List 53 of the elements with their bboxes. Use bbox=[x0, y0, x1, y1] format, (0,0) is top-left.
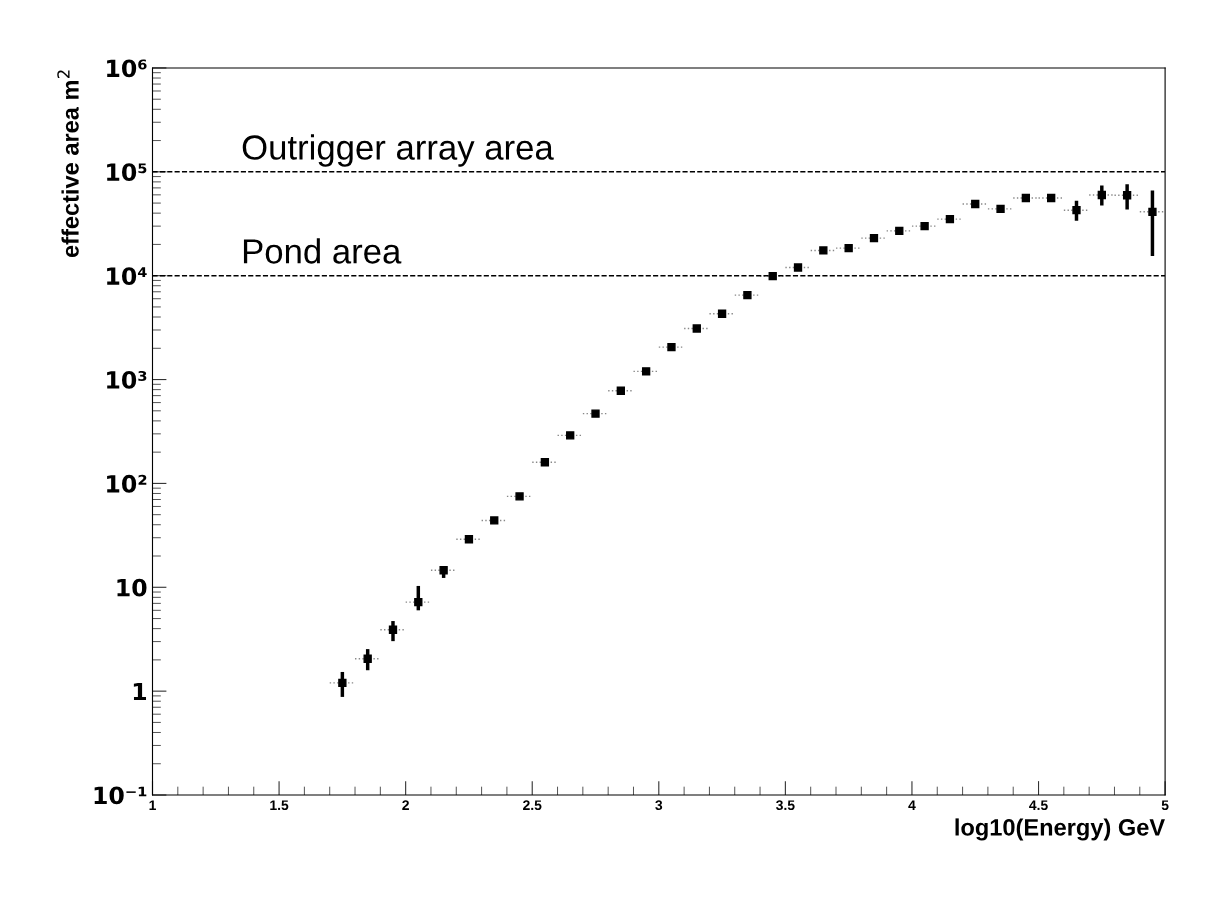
point bbox=[616, 386, 625, 395]
point bbox=[920, 221, 929, 231]
point bbox=[414, 597, 423, 607]
y-axis-title: effective area m$^{2}$ bbox=[57, 70, 79, 258]
x-tick-label: 2 bbox=[402, 800, 409, 810]
point bbox=[388, 625, 398, 634]
point bbox=[996, 204, 1005, 214]
point bbox=[490, 516, 499, 525]
y-tick-label: 10⁵ bbox=[107, 163, 147, 182]
x-tick-label: 2.5 bbox=[523, 800, 542, 811]
x-tick-label: 3 bbox=[655, 800, 663, 811]
x-tick-label: 1.5 bbox=[270, 800, 289, 811]
y-tick-label: 10⁴ bbox=[107, 267, 147, 285]
point bbox=[945, 215, 955, 224]
point bbox=[1148, 207, 1157, 216]
x-tick-label: 3.5 bbox=[776, 800, 795, 811]
ref-line-label: Pond area bbox=[243, 238, 402, 264]
point bbox=[566, 431, 575, 440]
x-tick-label: 4 bbox=[908, 800, 916, 810]
x-tick-label: 4.5 bbox=[1029, 800, 1048, 811]
point bbox=[540, 458, 550, 467]
point bbox=[692, 324, 701, 333]
ref-line-label: Outrigger array area bbox=[242, 134, 554, 167]
point bbox=[768, 271, 777, 281]
y-tick-label: 10³ bbox=[107, 371, 147, 389]
point bbox=[363, 654, 372, 663]
x-axis-title: log10(Energy) GeV bbox=[955, 818, 1165, 841]
point bbox=[439, 566, 448, 575]
point bbox=[869, 233, 879, 243]
y-tick-label: 10 bbox=[117, 578, 147, 597]
point bbox=[1047, 193, 1056, 203]
point bbox=[819, 246, 828, 255]
y-tick-label: 10⁻¹ bbox=[94, 786, 147, 805]
x-tick-label: 1 bbox=[149, 800, 156, 810]
point bbox=[641, 367, 651, 376]
point bbox=[1122, 191, 1132, 200]
point bbox=[667, 343, 676, 352]
y-tick-label: 1 bbox=[133, 682, 147, 701]
x-tick-label: 5 bbox=[1161, 800, 1169, 811]
point bbox=[743, 290, 752, 300]
point bbox=[844, 244, 853, 253]
point bbox=[515, 492, 524, 501]
point bbox=[1072, 206, 1081, 215]
point bbox=[1021, 193, 1031, 203]
point bbox=[793, 263, 803, 272]
point bbox=[971, 199, 980, 209]
point bbox=[1097, 190, 1106, 200]
point bbox=[591, 409, 600, 418]
y-tick-label: 10² bbox=[107, 474, 147, 493]
point bbox=[895, 226, 904, 236]
point bbox=[338, 678, 347, 688]
y-tick-label: 10⁶ bbox=[107, 59, 147, 78]
point bbox=[717, 309, 727, 318]
